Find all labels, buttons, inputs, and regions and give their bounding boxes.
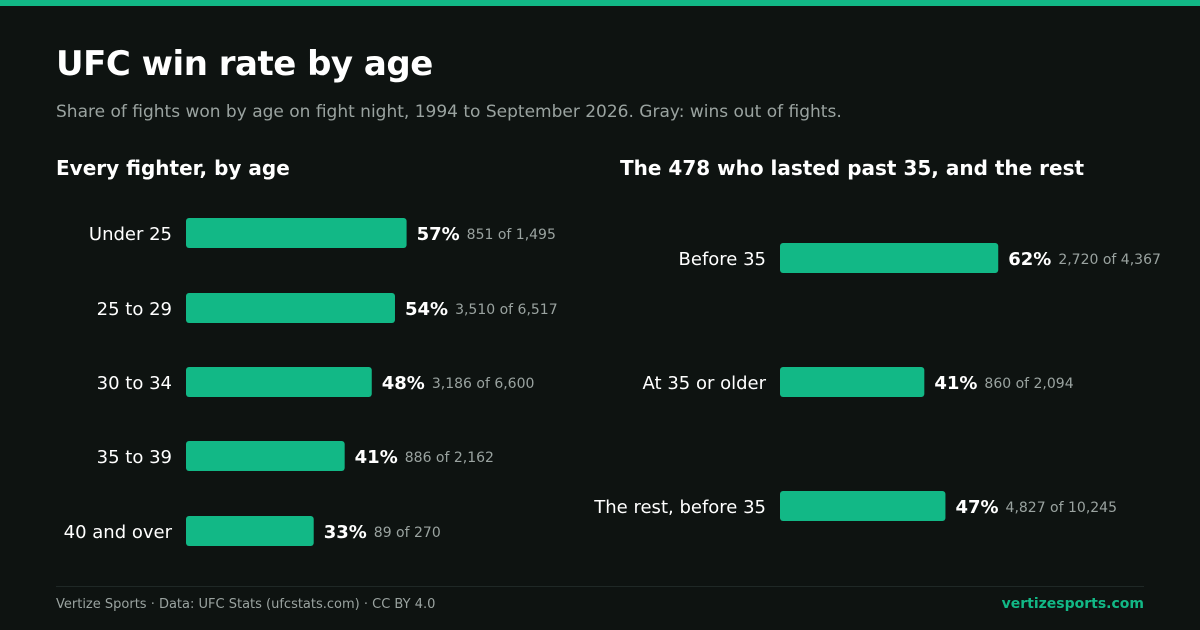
right-bar	[780, 243, 999, 273]
left-value-label: 57%	[417, 224, 460, 245]
footer-site-link[interactable]: vertizesports.com	[1001, 596, 1144, 612]
left-bar	[186, 367, 372, 397]
footer-divider	[56, 586, 1144, 587]
left-detail-label: 886 of 2,162	[405, 450, 494, 466]
right-bar	[780, 367, 925, 397]
left-detail-label: 851 of 1,495	[467, 227, 556, 243]
right-detail-label: 860 of 2,094	[984, 376, 1073, 392]
right-value-label: 41%	[934, 373, 977, 394]
left-value-label: 54%	[405, 299, 448, 320]
left-bar	[186, 441, 345, 471]
right-value-label: 47%	[955, 497, 998, 518]
left-bar	[186, 516, 314, 546]
right-detail-label: 4,827 of 10,245	[1006, 500, 1117, 516]
left-panel-title: Every fighter, by age	[56, 156, 290, 180]
right-category-label: Before 35	[679, 249, 766, 270]
right-bar	[780, 491, 946, 521]
left-detail-label: 3,510 of 6,517	[455, 302, 558, 318]
right-detail-label: 2,720 of 4,367	[1058, 252, 1161, 268]
right-category-label: The rest, before 35	[593, 497, 766, 518]
left-category-label: Under 25	[89, 224, 172, 245]
left-value-label: 41%	[355, 447, 398, 468]
left-category-label: 35 to 39	[97, 447, 172, 468]
left-bar	[186, 218, 407, 248]
right-panel-title: The 478 who lasted past 35, and the rest	[620, 156, 1085, 180]
left-category-label: 40 and over	[64, 522, 173, 543]
left-bar	[186, 293, 395, 323]
chart-subtitle: Share of fights won by age on fight nigh…	[56, 102, 842, 122]
footer-source: Vertize Sports · Data: UFC Stats (ufcsta…	[56, 597, 436, 612]
left-category-label: 30 to 34	[97, 373, 172, 394]
left-detail-label: 89 of 270	[374, 525, 441, 541]
left-value-label: 33%	[324, 522, 367, 543]
right-value-label: 62%	[1008, 249, 1051, 270]
chart-title: UFC win rate by age	[56, 44, 433, 84]
right-category-label: At 35 or older	[643, 373, 767, 394]
left-detail-label: 3,186 of 6,600	[432, 376, 535, 392]
left-category-label: 25 to 29	[97, 299, 172, 320]
left-value-label: 48%	[382, 373, 425, 394]
top-accent-bar	[0, 0, 1200, 6]
